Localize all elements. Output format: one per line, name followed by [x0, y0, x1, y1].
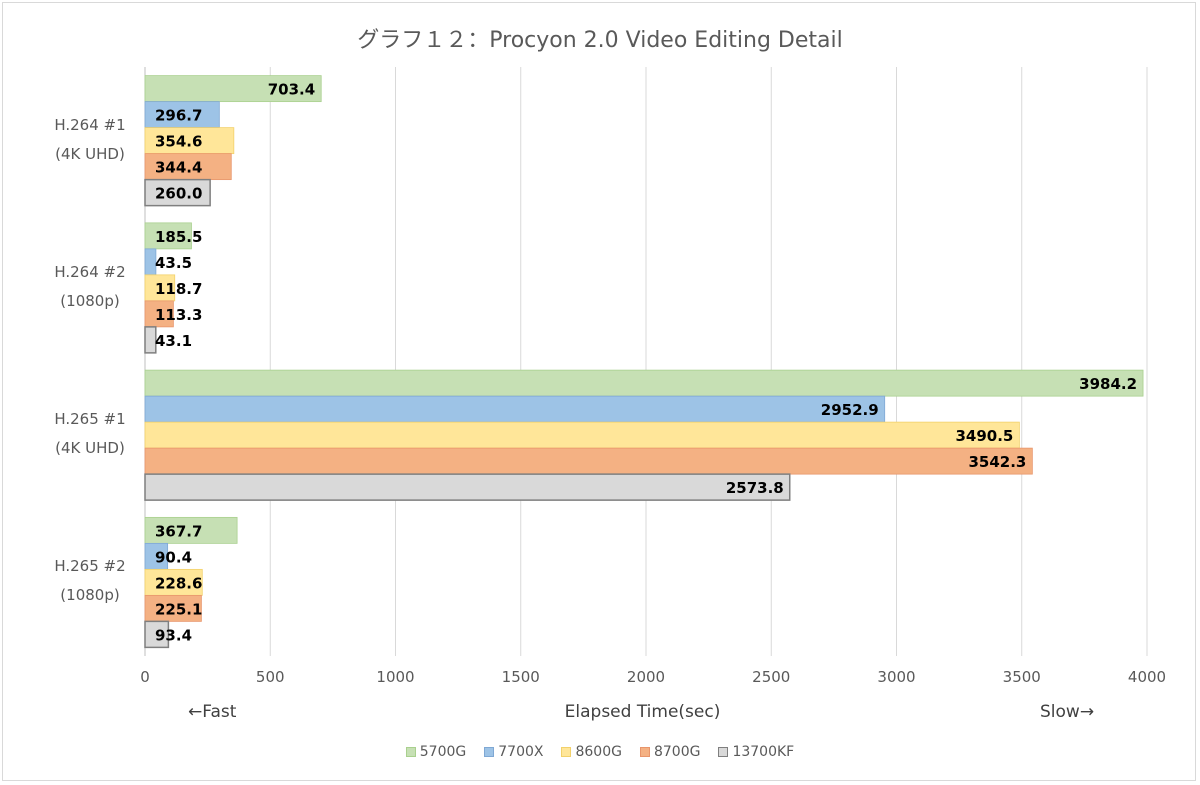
data-label: 2952.9	[821, 401, 879, 419]
category-label-line2: (1080p)	[60, 586, 120, 605]
x-tick-label: 3000	[877, 668, 915, 686]
slow-annotation: Slow→	[1040, 702, 1095, 722]
data-label: 260.0	[155, 185, 202, 203]
legend-item-8600g: 8600G	[561, 744, 622, 760]
category-label: H.264 #2 (1080p)	[25, 258, 155, 316]
x-tick-label: 3500	[1003, 668, 1041, 686]
bar-13700kf	[144, 620, 170, 649]
data-label: 90.4	[155, 548, 192, 566]
bar-8600g	[144, 568, 203, 596]
bar-8600g	[144, 274, 176, 302]
data-label: 93.4	[155, 626, 192, 644]
data-label: 3984.2	[1079, 375, 1137, 393]
bar-chart-plot: 703.4 296.7 354.6 344.4 260.0 185.5 43.5 118.7 1…	[140, 67, 1166, 686]
legend-item-8700g: 8700G	[639, 744, 701, 760]
data-label: 228.6	[155, 574, 202, 592]
bar-8700g	[144, 153, 232, 181]
bars: 703.4 296.7 354.6 344.4 260.0 185.5 43.5 118.7 1…	[144, 75, 1144, 649]
legend-label: 7700X	[498, 744, 544, 760]
legend: 5700G 7700X 8600G 8700G 13700KF	[0, 744, 1200, 760]
data-label: 225.1	[155, 600, 202, 618]
chart-title: グラフ１２：Procyon 2.0 Video Editing Detail	[357, 28, 843, 53]
legend-swatch	[718, 747, 729, 757]
bar-13700kf	[144, 473, 791, 501]
legend-item-13700kf: 13700KF	[718, 744, 794, 760]
data-label: 3542.3	[968, 453, 1026, 471]
category-label: H.265 #1 (4K UHD)	[25, 405, 155, 463]
bar-8600g	[144, 127, 235, 155]
legend-label: 8600G	[575, 744, 622, 760]
category-label-line2: (1080p)	[60, 291, 120, 310]
data-label: 43.1	[155, 332, 192, 350]
bar-8600g	[144, 421, 1020, 449]
bar-5700g	[144, 75, 322, 103]
gridlines	[144, 67, 1148, 656]
category-label: H.265 #2 (1080p)	[25, 552, 155, 610]
data-label: 3490.5	[955, 427, 1013, 445]
x-tick-label: 1000	[376, 668, 414, 686]
bar-7700x	[144, 395, 886, 423]
legend-item-5700g: 5700G	[405, 744, 467, 760]
data-label: 2573.8	[726, 479, 784, 497]
bar-13700kf	[144, 326, 157, 354]
category-label-line1: H.264 #2	[54, 262, 126, 281]
data-label: 296.7	[155, 107, 202, 125]
legend-label: 5700G	[419, 744, 467, 760]
x-tick-labels: 0 500 1000 1500 2000 2500 3000 3500 4000	[140, 668, 1166, 686]
data-label: 113.3	[155, 306, 202, 324]
bar-5700g	[144, 222, 192, 250]
data-label: 367.7	[155, 522, 202, 540]
data-label: 118.7	[155, 280, 202, 298]
x-tick-label: 500	[256, 668, 285, 686]
bar-5700g	[144, 369, 1144, 397]
bar-8700g	[144, 300, 174, 328]
data-label: 703.4	[268, 81, 315, 99]
category-label: H.264 #1 (4K UHD)	[25, 111, 155, 169]
category-label-line2: (4K UHD)	[55, 439, 125, 458]
legend-item-7700x: 7700X	[484, 744, 543, 760]
x-tick-label: 0	[140, 668, 150, 686]
bar-8700g	[144, 594, 202, 622]
legend-label: 13700KF	[732, 744, 795, 760]
bar-8700g	[144, 447, 1033, 475]
legend-swatch	[484, 747, 495, 757]
category-label-line2: (4K UHD)	[55, 144, 125, 163]
fast-annotation: ←Fast	[188, 702, 237, 722]
x-axis-label: Elapsed Time(sec)	[564, 702, 721, 722]
data-label: 185.5	[155, 228, 202, 246]
x-tick-label: 2000	[627, 668, 665, 686]
x-tick-label: 1500	[502, 668, 540, 686]
category-label-line1: H.264 #1	[54, 115, 126, 134]
data-label: 354.6	[155, 133, 202, 151]
category-label-line1: H.265 #2	[54, 557, 126, 576]
category-label-line1: H.265 #1	[54, 410, 126, 429]
x-tick-label: 4000	[1128, 668, 1166, 686]
data-label: 43.5	[155, 254, 192, 272]
bar-5700g	[144, 516, 238, 544]
bar-13700kf	[144, 178, 211, 207]
x-tick-label: 2500	[752, 668, 790, 686]
legend-swatch	[639, 747, 650, 757]
legend-swatch	[561, 747, 572, 757]
data-label: 344.4	[155, 159, 202, 177]
legend-label: 8700G	[653, 744, 701, 760]
bar-7700x	[144, 101, 220, 129]
legend-swatch	[405, 747, 416, 757]
